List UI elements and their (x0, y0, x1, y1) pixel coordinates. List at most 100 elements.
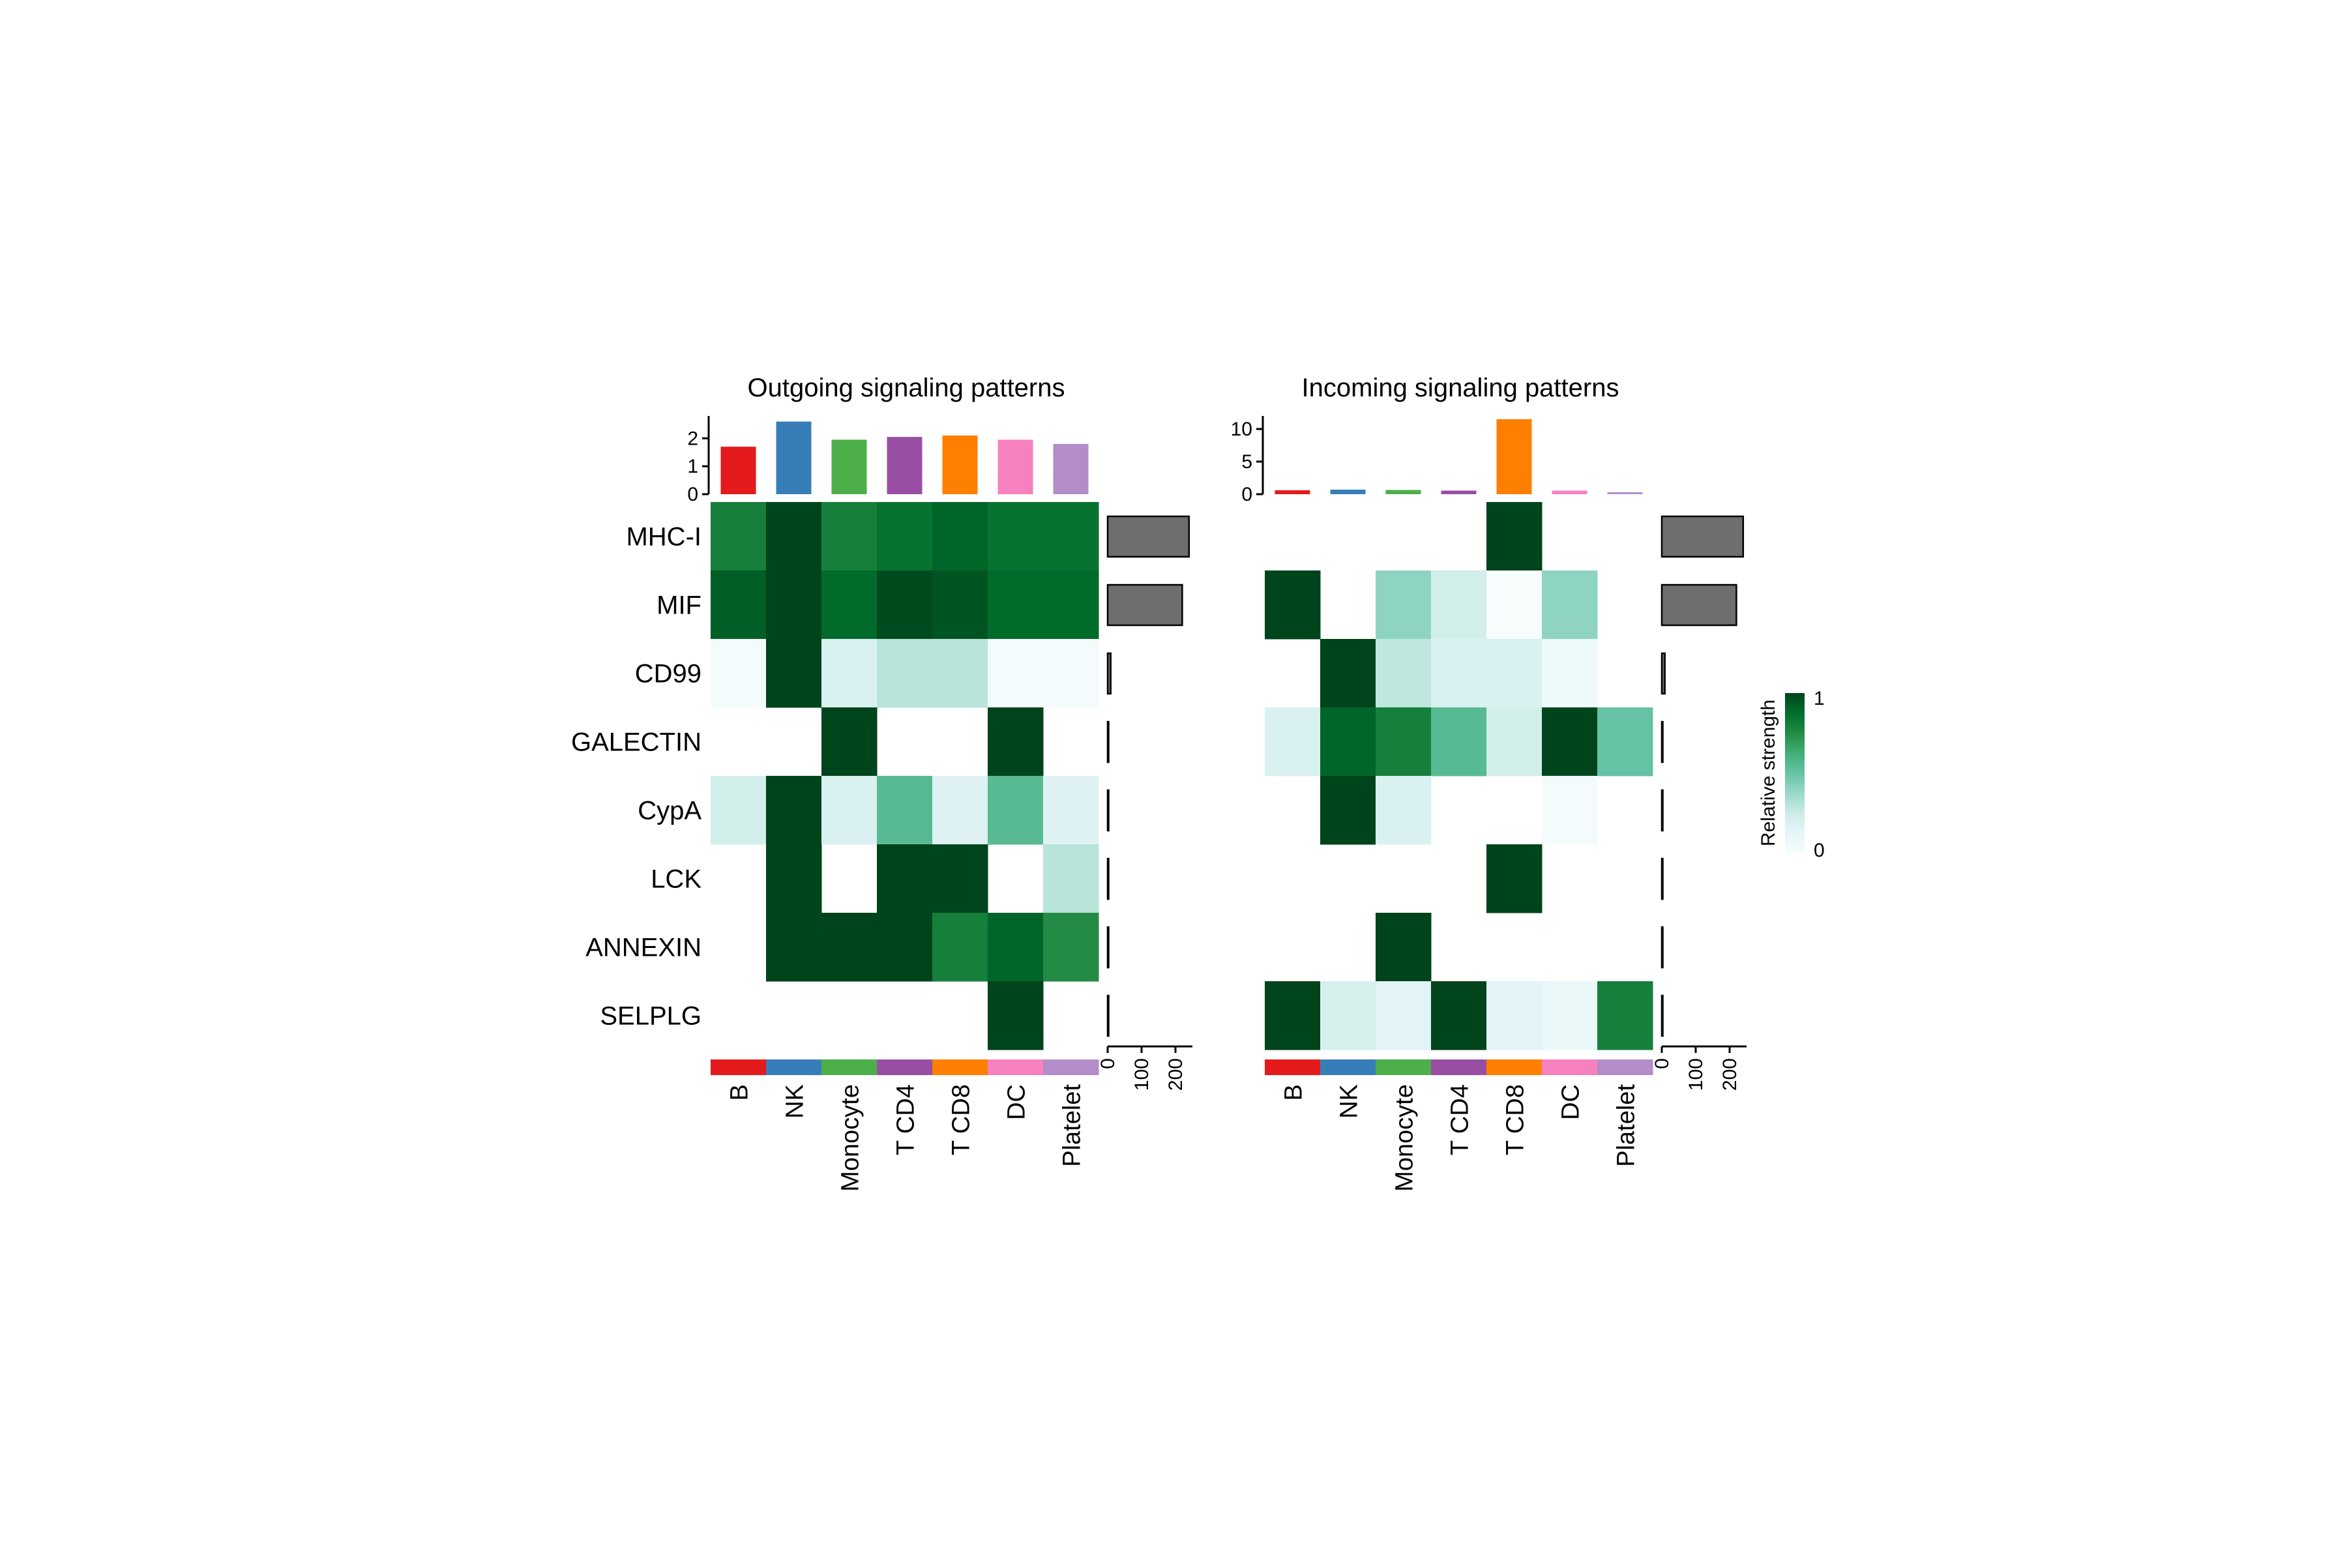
top-bar (1496, 419, 1532, 494)
heatmap-cell (932, 639, 988, 708)
column-label: NK (782, 1084, 809, 1119)
heatmap-cell (766, 639, 822, 708)
heatmap-cell (1542, 707, 1598, 777)
right-bar (1106, 515, 1190, 558)
heatmap-cell (1486, 844, 1543, 913)
column-color-annotation (711, 1059, 767, 1075)
row-label: CD99 (635, 660, 701, 688)
column-label: Platelet (1613, 1084, 1640, 1167)
row-label: MHC-I (626, 523, 701, 552)
legend-min-label: 0 (1814, 840, 1825, 861)
right-bar-tick-label: 200 (1719, 1058, 1741, 1091)
heatmap-cell (932, 844, 988, 913)
right-bar (1661, 584, 1737, 627)
row-label: LCK (651, 865, 701, 894)
column-label: Platelet (1059, 1084, 1086, 1167)
right-bar (1106, 652, 1112, 695)
top-bar-tick-label: 1 (687, 456, 698, 477)
heatmap-cell (988, 981, 1044, 1050)
top-bar (1053, 443, 1089, 494)
heatmap-cell (1265, 981, 1321, 1050)
heatmap-cell (1376, 639, 1432, 708)
right-bar-tick-label: 200 (1165, 1058, 1187, 1091)
top-bar (1441, 490, 1477, 494)
heatmap-cell (1486, 981, 1543, 1050)
heatmap-cell (1486, 707, 1543, 777)
heatmap-cell (877, 639, 933, 708)
column-color-annotation (932, 1059, 988, 1075)
heatmap-cell (988, 639, 1044, 708)
row-label: GALECTIN (571, 728, 701, 757)
right-bar (1661, 515, 1745, 558)
heatmap-cell (1431, 570, 1487, 640)
heatmap-cell (1597, 707, 1653, 777)
heatmap-cell (1431, 981, 1487, 1050)
column-color-annotation (766, 1059, 822, 1075)
panel-title: Outgoing signaling patterns (748, 374, 1065, 402)
heatmap-cell (766, 913, 822, 982)
column-label: T CD8 (948, 1084, 975, 1155)
column-color-annotation (988, 1059, 1044, 1075)
column-label: Monocyte (837, 1084, 864, 1192)
heatmap-cell (877, 570, 933, 640)
heatmap-cell (1431, 707, 1487, 777)
heatmap-cell (821, 913, 878, 982)
heatmap-cell (821, 707, 878, 777)
right-bar (1106, 857, 1110, 900)
column-label: NK (1336, 1084, 1363, 1119)
column-color-annotation (1542, 1059, 1598, 1075)
heatmap-cell (877, 502, 933, 571)
right-bar (1661, 994, 1664, 1037)
heatmap-cell (932, 502, 988, 571)
heatmap-cell (932, 913, 988, 982)
heatmap-cell (1376, 776, 1432, 845)
top-bar-tick-label: 2 (687, 428, 698, 449)
heatmap-cell (711, 776, 767, 845)
heatmap-cell (1486, 639, 1543, 708)
heatmap-cell (1376, 981, 1432, 1050)
column-label: Monocyte (1391, 1084, 1419, 1192)
column-label: T CD4 (1447, 1084, 1474, 1155)
column-label: T CD4 (893, 1084, 920, 1155)
top-bar (997, 439, 1033, 494)
top-bar-tick-label: 5 (1241, 451, 1252, 473)
heatmap-cell (1043, 570, 1099, 640)
heatmap-cell (1542, 639, 1598, 708)
heatmap-cell (821, 639, 878, 708)
right-bar-tick-label: 100 (1131, 1058, 1153, 1091)
heatmap-cell (1265, 570, 1321, 640)
heatmap-cell (1043, 776, 1099, 845)
right-bar-tick-label: 0 (1097, 1058, 1119, 1069)
heatmap-cell (1320, 639, 1376, 708)
top-bar-tick-label: 10 (1231, 419, 1252, 440)
column-color-annotation (1486, 1059, 1543, 1075)
heatmap-cell (1597, 981, 1653, 1050)
heatmap-cell (711, 639, 767, 708)
top-bar (1275, 490, 1310, 494)
heatmap-cell (988, 570, 1044, 640)
top-bar (776, 421, 812, 494)
heatmap-cell (1043, 913, 1099, 982)
right-bar-tick-label: 100 (1685, 1058, 1707, 1091)
right-bar (1106, 720, 1110, 763)
heatmap-cell (711, 570, 767, 640)
heatmap-cell (988, 913, 1044, 982)
heatmap-cell (1265, 707, 1321, 777)
column-color-annotation (1597, 1059, 1653, 1075)
heatmap-cell (1542, 981, 1598, 1050)
right-bar (1661, 720, 1664, 763)
heatmap-cell (821, 502, 878, 571)
heatmap-cell (988, 502, 1044, 571)
right-bar (1661, 789, 1664, 832)
heatmap-cell (1043, 639, 1099, 708)
right-bar (1106, 584, 1183, 627)
row-label: SELPLG (600, 1002, 701, 1031)
top-bar-tick-label: 0 (1241, 484, 1252, 505)
top-bar (831, 439, 867, 494)
top-bar (942, 436, 978, 494)
heatmap-cell (988, 776, 1044, 845)
heatmap-cell (1043, 844, 1099, 913)
column-label: DC (1557, 1084, 1585, 1120)
